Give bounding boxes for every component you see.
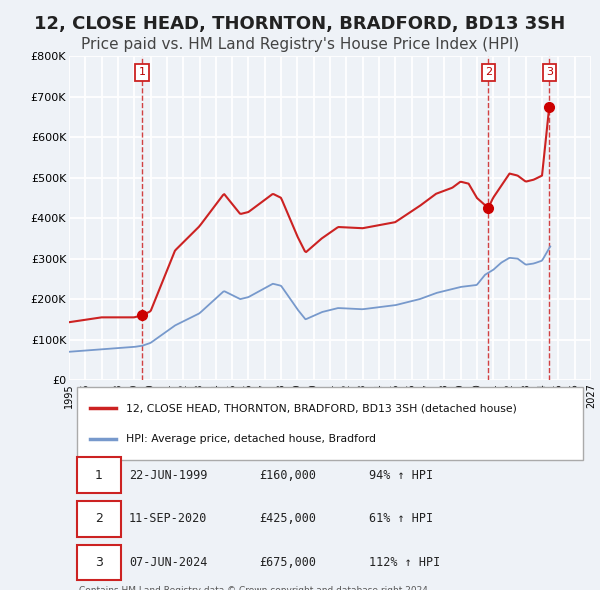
Text: 11-SEP-2020: 11-SEP-2020: [129, 512, 208, 525]
Text: 2: 2: [485, 67, 492, 77]
Text: 3: 3: [546, 67, 553, 77]
Text: 94% ↑ HPI: 94% ↑ HPI: [369, 468, 433, 481]
Text: HPI: Average price, detached house, Bradford: HPI: Average price, detached house, Brad…: [127, 434, 376, 444]
FancyBboxPatch shape: [77, 457, 121, 493]
Text: 1: 1: [139, 67, 145, 77]
Text: 3: 3: [95, 556, 103, 569]
FancyBboxPatch shape: [77, 501, 121, 537]
Text: 2: 2: [95, 512, 103, 525]
Text: Price paid vs. HM Land Registry's House Price Index (HPI): Price paid vs. HM Land Registry's House …: [81, 37, 519, 52]
Text: Contains HM Land Registry data © Crown copyright and database right 2024.
This d: Contains HM Land Registry data © Crown c…: [79, 586, 431, 590]
Text: 112% ↑ HPI: 112% ↑ HPI: [369, 556, 440, 569]
Text: 61% ↑ HPI: 61% ↑ HPI: [369, 512, 433, 525]
FancyBboxPatch shape: [77, 387, 583, 460]
FancyBboxPatch shape: [77, 545, 121, 580]
Text: 12, CLOSE HEAD, THORNTON, BRADFORD, BD13 3SH: 12, CLOSE HEAD, THORNTON, BRADFORD, BD13…: [34, 15, 566, 33]
Text: 12, CLOSE HEAD, THORNTON, BRADFORD, BD13 3SH (detached house): 12, CLOSE HEAD, THORNTON, BRADFORD, BD13…: [127, 403, 517, 413]
Text: 1: 1: [95, 468, 103, 481]
Text: 07-JUN-2024: 07-JUN-2024: [129, 556, 208, 569]
Text: £160,000: £160,000: [260, 468, 317, 481]
Text: 22-JUN-1999: 22-JUN-1999: [129, 468, 208, 481]
Text: £425,000: £425,000: [260, 512, 317, 525]
Text: £675,000: £675,000: [260, 556, 317, 569]
